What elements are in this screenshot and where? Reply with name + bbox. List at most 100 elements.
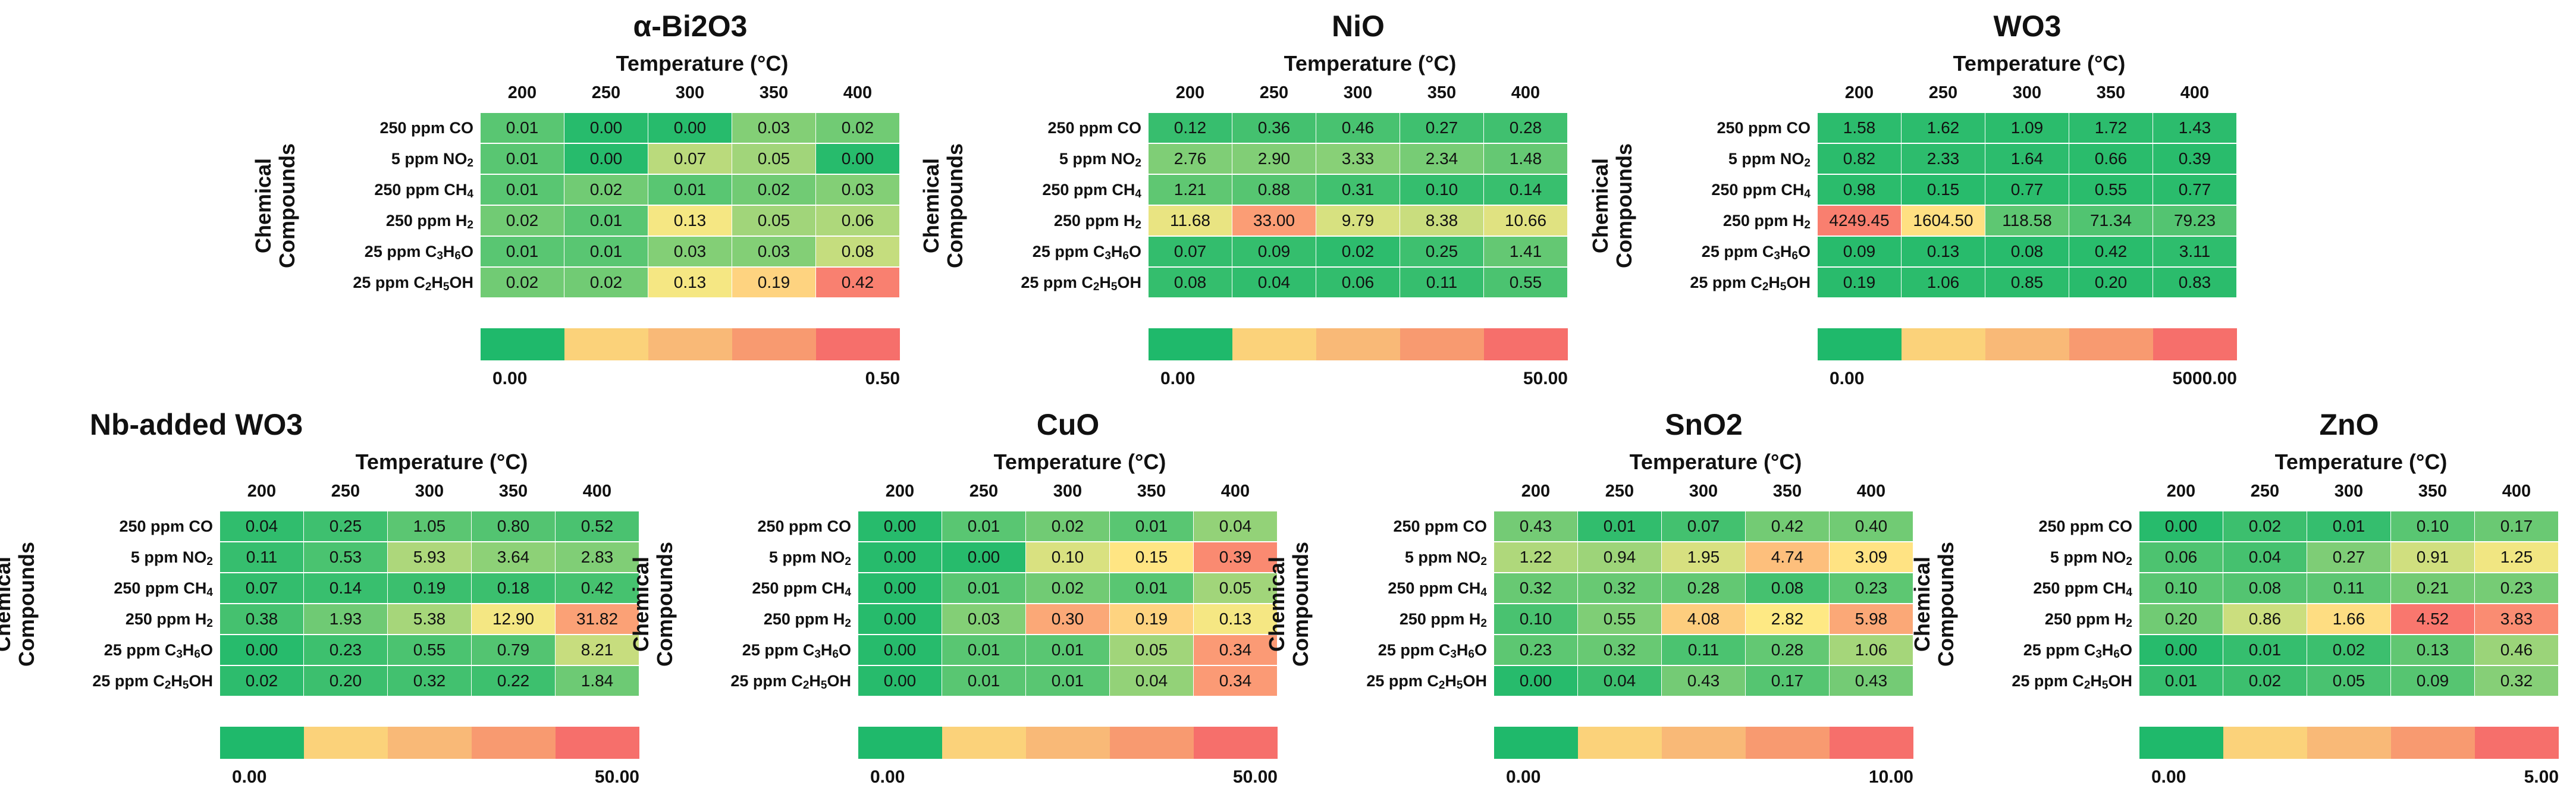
legend-min-label: 0.00 bbox=[492, 369, 528, 388]
legend-segment bbox=[1578, 727, 1662, 759]
heatmap-cell: 4.74 bbox=[1746, 542, 1829, 572]
column-header: 350 bbox=[498, 482, 528, 501]
heatmap-cell: 0.05 bbox=[732, 206, 815, 235]
row-label: 250 ppm H2 bbox=[1053, 212, 1141, 231]
heatmap-cell: 0.15 bbox=[1110, 542, 1193, 572]
row-label: 25 ppm C2H5OH bbox=[1021, 274, 1141, 293]
heatmap-cell: 0.01 bbox=[942, 635, 1025, 665]
heatmap-cell: 0.66 bbox=[2069, 144, 2153, 174]
row-label: 250 ppm CO bbox=[379, 119, 473, 137]
heatmap-cell: 0.00 bbox=[1494, 666, 1577, 696]
heatmap-cell: 0.10 bbox=[2139, 573, 2223, 603]
heatmap-cell: 0.52 bbox=[556, 511, 639, 541]
row-label: 250 ppm H2 bbox=[1399, 610, 1487, 630]
heatmap-cell: 1.09 bbox=[1985, 113, 2069, 143]
heatmap-cell: 0.03 bbox=[732, 113, 815, 143]
column-header: 400 bbox=[1220, 482, 1250, 501]
heatmap-cell: 0.19 bbox=[1818, 268, 1901, 297]
heatmap-cell: 0.79 bbox=[472, 635, 555, 665]
heatmap-cell: 0.20 bbox=[304, 666, 387, 696]
column-header: 400 bbox=[2502, 482, 2531, 501]
heatmap-cell: 0.13 bbox=[1902, 237, 1985, 266]
row-label: 5 ppm NO2 bbox=[768, 548, 851, 568]
legend-segment bbox=[648, 328, 732, 360]
legend-segment bbox=[942, 727, 1026, 759]
heatmap-cell: 0.86 bbox=[2223, 604, 2307, 634]
heatmap-cell: 11.68 bbox=[1149, 206, 1232, 235]
heatmap-cell: 0.13 bbox=[648, 268, 732, 297]
heatmap-cell: 0.28 bbox=[1662, 573, 1745, 603]
heatmap-cell: 0.23 bbox=[2475, 573, 2558, 603]
heatmap-cell: 0.02 bbox=[481, 206, 564, 235]
row-label: 5 ppm NO2 bbox=[1059, 150, 1141, 169]
heatmap-cell: 0.03 bbox=[648, 237, 732, 266]
heatmap-cell: 1.64 bbox=[1985, 144, 2069, 174]
legend-segment bbox=[1902, 328, 1985, 360]
heatmap-cell: 0.07 bbox=[1662, 511, 1745, 541]
heatmap-cell: 1.06 bbox=[1830, 635, 1913, 665]
heatmap-cell: 0.43 bbox=[1662, 666, 1745, 696]
heatmap-cell: 3.09 bbox=[1830, 542, 1913, 572]
heatmap-cell: 5.98 bbox=[1830, 604, 1913, 634]
heatmap-cell: 0.07 bbox=[648, 144, 732, 174]
legend-max-label: 50.00 bbox=[1523, 369, 1568, 388]
legend-segment bbox=[1818, 328, 1902, 360]
column-header: 200 bbox=[1175, 83, 1205, 102]
legend-max-label: 5000.00 bbox=[2172, 369, 2237, 388]
heatmap-cell: 0.03 bbox=[942, 604, 1025, 634]
heatmap-cell: 0.00 bbox=[942, 542, 1025, 572]
heatmap-cell: 0.25 bbox=[304, 511, 387, 541]
heatmap-cell: 4.52 bbox=[2391, 604, 2474, 634]
column-header: 200 bbox=[1844, 83, 1874, 102]
row-label: 25 ppm C3H6O bbox=[2023, 641, 2132, 661]
heatmap-panel: NiO Temperature (°C) Chemical Compounds 200 2… bbox=[919, 0, 1568, 388]
heatmap-panel: Nb-added WO3 Temperature (°C) Chemical Comp… bbox=[0, 398, 639, 787]
row-label: 25 ppm C2H5OH bbox=[353, 274, 473, 293]
heatmap-cell: 0.04 bbox=[220, 511, 303, 541]
heatmap-cell: 0.01 bbox=[942, 666, 1025, 696]
heatmap-cell: 0.22 bbox=[472, 666, 555, 696]
heatmap-cell: 0.77 bbox=[2153, 175, 2236, 205]
heatmap-cell: 0.02 bbox=[481, 268, 564, 297]
heatmap-cell: 0.02 bbox=[2307, 635, 2390, 665]
heatmap-cell: 0.19 bbox=[1110, 604, 1193, 634]
heatmap-cell: 8.21 bbox=[556, 635, 639, 665]
x-axis-title: Temperature (°C) bbox=[1284, 51, 1457, 76]
heatmap-cell: 0.04 bbox=[1232, 268, 1316, 297]
column-header: 250 bbox=[2250, 482, 2280, 501]
heatmap-cell: 2.90 bbox=[1232, 144, 1316, 174]
legend-segment bbox=[472, 727, 556, 759]
panel-title: ZnO bbox=[2319, 408, 2379, 441]
heatmap-cell: 0.00 bbox=[564, 113, 648, 143]
row-label: 5 ppm NO2 bbox=[1404, 548, 1487, 568]
heatmap-cell: 0.32 bbox=[2475, 666, 2558, 696]
heatmap-cell: 0.42 bbox=[1746, 511, 1829, 541]
heatmap-cell: 0.01 bbox=[2139, 666, 2223, 696]
heatmap-cell: 4.08 bbox=[1662, 604, 1745, 634]
heatmap-panel: WO3 Temperature (°C) Chemical Compounds 200 2… bbox=[1588, 0, 2237, 388]
heatmap-cell: 0.02 bbox=[732, 175, 815, 205]
column-header: 350 bbox=[1137, 482, 1166, 501]
heatmap-cell: 0.02 bbox=[1026, 511, 1109, 541]
heatmap-cell: 0.00 bbox=[858, 542, 942, 572]
row-label: 25 ppm C2H5OH bbox=[92, 672, 213, 692]
heatmap-cell: 0.01 bbox=[1578, 511, 1661, 541]
heatmap-cell: 0.03 bbox=[816, 175, 899, 205]
legend-segment bbox=[1232, 328, 1316, 360]
heatmap-cell: 0.08 bbox=[816, 237, 899, 266]
heatmap-cell: 1.25 bbox=[2475, 542, 2558, 572]
heatmap-cell: 0.07 bbox=[220, 573, 303, 603]
heatmap-cell: 0.10 bbox=[1400, 175, 1483, 205]
legend-min-label: 0.00 bbox=[1506, 767, 1541, 787]
heatmap-panel: SnO2 Temperature (°C) Chemical Compounds 200… bbox=[1265, 398, 1913, 787]
heatmap-cell: 0.01 bbox=[648, 175, 732, 205]
legend-min-label: 0.00 bbox=[870, 767, 905, 787]
legend-segment bbox=[732, 328, 816, 360]
row-label: 250 ppm CH4 bbox=[114, 579, 213, 599]
panel-title: NiO bbox=[1332, 10, 1385, 43]
heatmap-cell: 0.03 bbox=[732, 237, 815, 266]
heatmap-cell: 0.06 bbox=[816, 206, 899, 235]
heatmap-cell: 0.10 bbox=[2391, 511, 2474, 541]
row-label: 25 ppm C3H6O bbox=[742, 641, 851, 661]
legend-segment bbox=[481, 328, 564, 360]
